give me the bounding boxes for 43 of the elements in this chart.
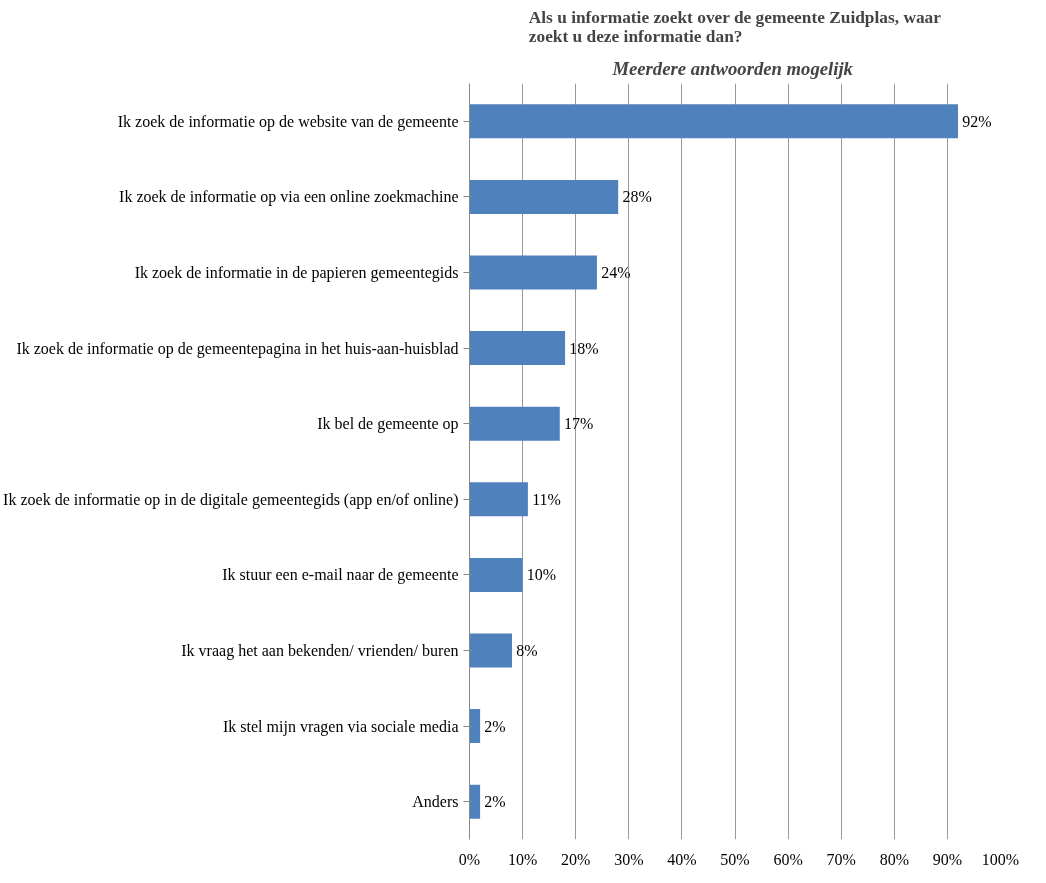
- x-tick-label: 0%: [458, 850, 481, 868]
- y-tick-label: Anders: [412, 793, 459, 811]
- data-label: 10%: [526, 566, 557, 584]
- y-tick-label: Ik zoek de informatie op de gemeentepagina in het huis-aan-huisblad: [16, 339, 459, 358]
- y-tick-label: Ik zoek de informatie in de papieren gemeentegids: [134, 264, 459, 282]
- y-tick-label: Ik zoek de informatie op via een online zoekmachine: [119, 188, 459, 207]
- x-tick-label: 80%: [879, 850, 909, 868]
- data-label: 17%: [564, 415, 594, 433]
- y-tick-label: Ik stuur een e-mail naar de gemeente: [222, 566, 459, 585]
- x-tick-label: 100%: [981, 850, 1020, 868]
- data-label: 8%: [516, 642, 538, 659]
- x-tick-label: 40%: [667, 850, 697, 868]
- y-tick-label: Ik stel mijn vragen via sociale media: [223, 717, 459, 736]
- data-label: 2%: [484, 793, 506, 811]
- bar: [469, 179, 619, 214]
- y-tick-label: Ik vraag het aan bekenden/ vrienden/ buren: [181, 642, 459, 660]
- chart-title: Als u informatie zoekt over de gemeente Zuidplas, waar zoekt u deze informatie dan?: [528, 7, 942, 46]
- bar: [469, 482, 528, 517]
- x-tick-label: 70%: [826, 850, 856, 868]
- bar: [469, 406, 560, 441]
- x-tick-label: 20%: [561, 850, 591, 868]
- x-tick-label: 10%: [507, 850, 538, 868]
- x-tick-label: 60%: [773, 850, 803, 868]
- y-tick-label: Ik zoek de informatie op de website van de gemeente: [117, 112, 459, 131]
- data-label: 24%: [601, 264, 631, 281]
- y-tick-label: Ik bel de gemeente op: [317, 415, 459, 434]
- bar: [469, 709, 481, 744]
- data-label: 2%: [484, 717, 506, 735]
- data-label: 11%: [532, 490, 561, 508]
- y-tick-label: Ik zoek de informatie op in de digitale gemeentegids (app en/of online): [3, 490, 459, 509]
- data-label: 18%: [569, 339, 599, 357]
- bar: [469, 331, 566, 366]
- chart-subtitle: Meerdere antwoorden mogelijk: [611, 57, 854, 79]
- bar: [469, 104, 959, 139]
- bar: [469, 255, 597, 290]
- data-label: 92%: [962, 112, 992, 130]
- data-label: 28%: [622, 188, 652, 206]
- bar: [469, 784, 481, 819]
- x-tick-label: 30%: [614, 850, 644, 868]
- x-tick-label: 90%: [932, 850, 963, 868]
- x-tick-label: 50%: [720, 850, 750, 868]
- bar: [469, 633, 512, 668]
- bar: [469, 557, 523, 592]
